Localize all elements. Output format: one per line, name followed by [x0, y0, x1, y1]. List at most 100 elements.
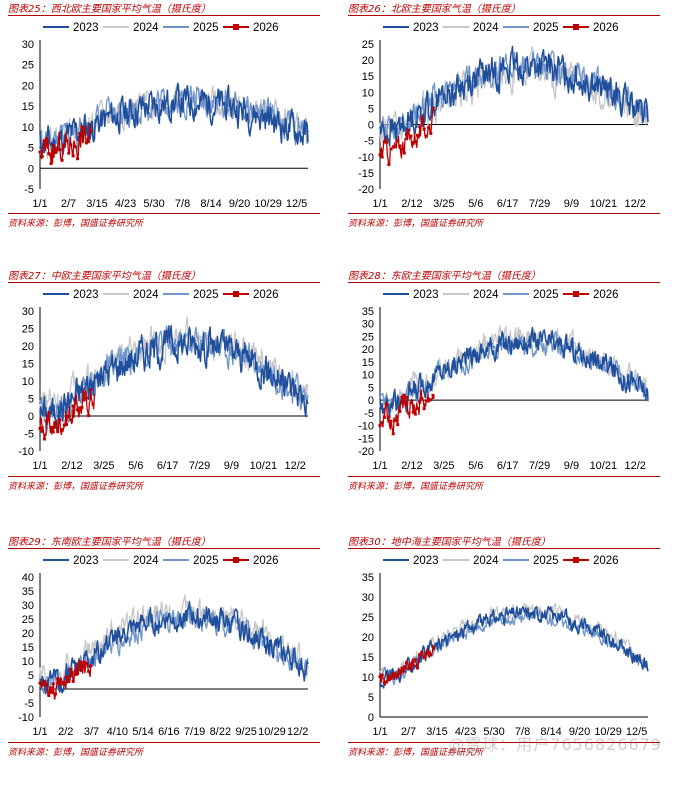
legend-label-2026: 2026	[253, 22, 279, 34]
legend-label-2023: 2023	[73, 289, 99, 301]
y-tick-label: -10	[18, 446, 34, 458]
series-line-2023	[39, 325, 309, 431]
data-point-2026	[420, 116, 424, 120]
y-tick-label: 10	[362, 370, 374, 382]
data-point-2026	[84, 661, 88, 665]
legend-label-2026: 2026	[593, 289, 619, 301]
data-point-2026	[407, 667, 411, 671]
x-tick-label: 7/29	[529, 198, 550, 210]
data-point-2026	[393, 419, 397, 423]
x-tick-label: 3/7	[84, 726, 99, 738]
x-tick-label: 3/25	[433, 198, 454, 210]
data-point-2026	[424, 652, 428, 656]
y-axis: -10 -5 0 5 10 15 20 25 30 35 40	[18, 572, 41, 724]
y-tick-label: -20	[358, 446, 374, 458]
series-line-2026	[379, 389, 436, 435]
y-axis: 0 5 10 15 20 25 30 35	[362, 572, 381, 724]
legend-label-2023: 2023	[73, 22, 99, 34]
chart-panel-30: 图表30：地中海主要国家平均气温（摄氏度） 2023 2024 2025 2026 0 5…	[340, 533, 660, 793]
data-point-2026	[385, 680, 389, 684]
data-point-2026	[429, 653, 433, 657]
x-tick-label: 10/21	[250, 460, 278, 472]
title-rule	[8, 15, 320, 16]
data-point-2026	[427, 651, 431, 655]
x-tick-label: 12/2	[287, 726, 308, 738]
data-point-2026	[58, 683, 62, 687]
x-tick-label: 6/16	[158, 726, 179, 738]
data-point-2026	[418, 125, 422, 129]
legend: 2023 2024 2025 2026	[383, 22, 619, 34]
data-point-2026	[413, 658, 417, 662]
y-tick-label: 20	[22, 80, 34, 92]
data-point-2026	[420, 397, 424, 401]
x-tick-label: 2/12	[401, 460, 422, 472]
data-point-2026	[47, 152, 51, 156]
x-axis: 1/1 2/7 3/15 4/23 5/30 7/8 8/14 9/20 10/29 12/5	[372, 726, 647, 738]
legend-marker-2026	[573, 557, 579, 563]
data-point-2026	[422, 127, 426, 131]
y-tick-label: 15	[22, 359, 34, 371]
y-tick-label: 15	[22, 101, 34, 113]
x-tick-label: 9/9	[224, 460, 239, 472]
series-line-2023	[379, 326, 649, 419]
y-tick-label: -10	[358, 421, 374, 433]
data-point-2026	[42, 437, 46, 441]
x-tick-label: 9/20	[569, 726, 590, 738]
data-point-2026	[382, 415, 386, 419]
y-tick-label: -5	[364, 136, 374, 148]
x-tick-label: 7/19	[184, 726, 205, 738]
data-point-2026	[51, 682, 55, 686]
x-tick-label: 1/1	[32, 198, 47, 210]
data-point-2026	[405, 396, 409, 400]
data-point-2026	[420, 651, 424, 655]
y-tick-label: 0	[368, 120, 374, 132]
legend-label-2023: 2023	[73, 555, 99, 567]
x-tick-label: 1/1	[372, 198, 387, 210]
data-point-2026	[78, 131, 82, 135]
data-point-2026	[380, 673, 384, 677]
data-point-2026	[78, 660, 82, 664]
x-tick-label: 5/30	[143, 198, 164, 210]
y-tick-label: -5	[364, 408, 374, 420]
data-point-2026	[387, 163, 391, 167]
y-tick-label: -5	[24, 184, 34, 196]
series-line-2023	[379, 45, 649, 147]
x-tick-label: 12/2	[625, 460, 646, 472]
y-tick-label: 15	[362, 71, 374, 83]
y-tick-label: -10	[18, 712, 34, 724]
data-point-2026	[405, 661, 409, 665]
data-point-2026	[400, 395, 404, 399]
data-point-2026	[413, 412, 417, 416]
x-tick-label: 9/20	[229, 198, 250, 210]
legend-label-2025: 2025	[533, 22, 559, 34]
data-point-2026	[429, 398, 433, 402]
data-point-2026	[45, 683, 49, 687]
y-tick-label: -15	[358, 168, 374, 180]
series-markers-2026	[38, 660, 93, 698]
series-markers-2026	[378, 107, 435, 167]
chart-svg: 2023 2024 2025 2026-20-15-10-50510152025303…	[358, 289, 649, 472]
data-point-2026	[38, 150, 42, 154]
legend-label-2026: 2026	[593, 22, 619, 34]
y-axis: -20 -15 -10 -5 0 5 10 15 20 25	[358, 39, 381, 196]
data-point-2026	[65, 422, 69, 426]
x-tick-label: 4/23	[455, 726, 476, 738]
legend-label-2024: 2024	[473, 22, 499, 34]
data-point-2026	[45, 137, 49, 141]
data-point-2026	[416, 666, 420, 670]
x-tick-label: 7/8	[175, 198, 190, 210]
x-tick-label: 1/1	[372, 460, 387, 472]
data-point-2026	[398, 672, 402, 676]
data-point-2026	[427, 399, 431, 403]
x-tick-label: 10/29	[594, 726, 622, 738]
legend-marker-2026	[233, 557, 239, 563]
series-line-2024	[379, 46, 649, 146]
y-tick-label: 35	[362, 572, 374, 584]
y-tick-label: 5	[28, 143, 34, 155]
x-tick-label: 5/14	[132, 726, 153, 738]
data-point-2026	[51, 144, 55, 148]
data-point-2026	[60, 158, 64, 162]
